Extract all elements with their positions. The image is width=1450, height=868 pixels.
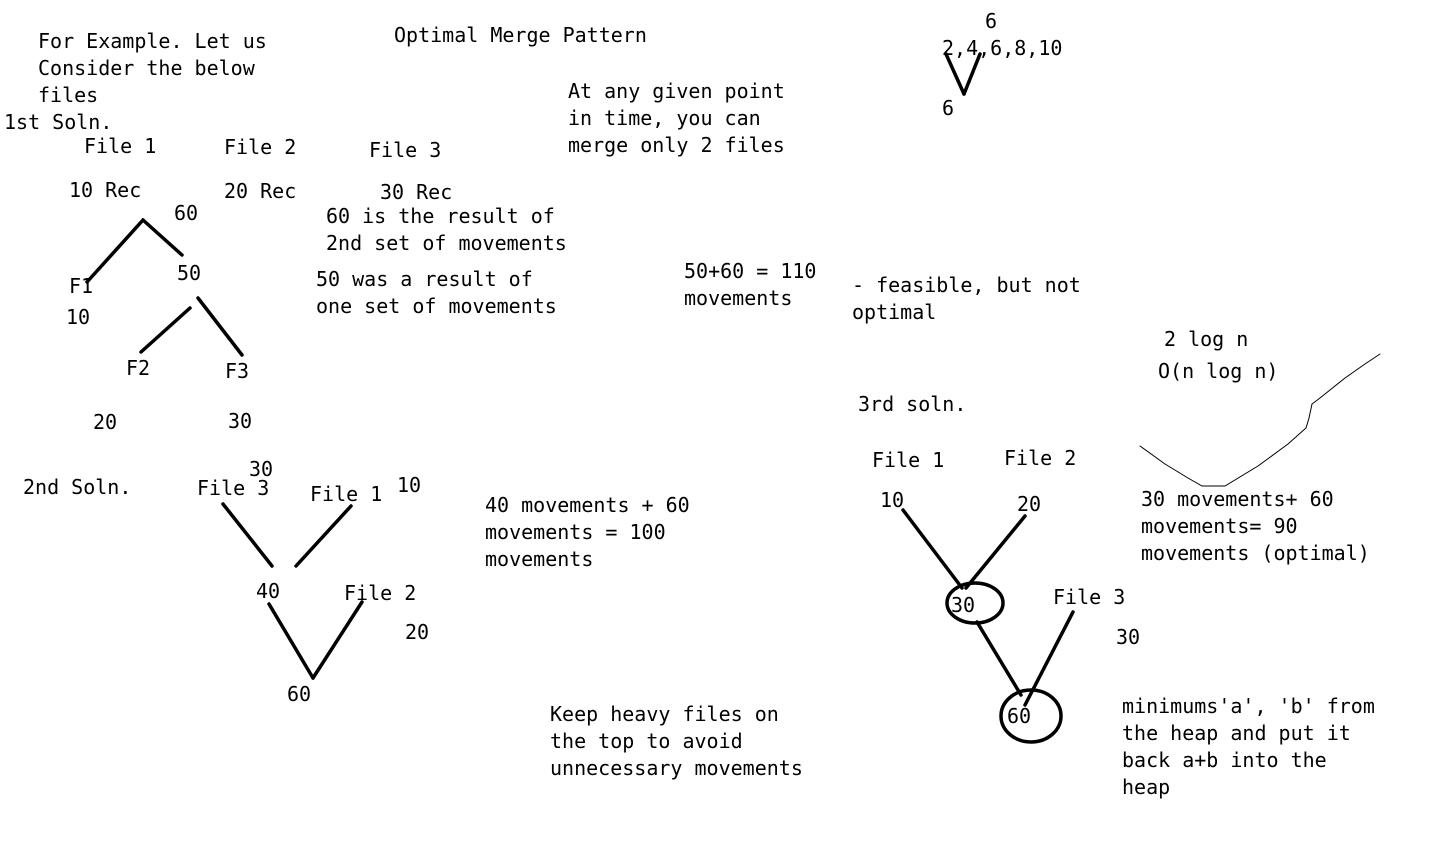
sol2-file1-value: 10: [397, 473, 422, 497]
sol3-edge-10-30: [901, 508, 964, 590]
sol3-node-60-circle: [999, 688, 1063, 744]
sol2-file3: File 3: [197, 476, 270, 500]
sol2-root: 60: [287, 682, 312, 706]
sol3-node-30-circle: [945, 581, 1005, 625]
sol1-note50-line-1: 50 was a result of: [316, 267, 533, 291]
sol3-heap-note-line-1: minimums'a', 'b' from: [1122, 694, 1375, 718]
complexity-line-2: O(n log n): [1158, 359, 1279, 383]
sol2-edge-file1-40: [294, 504, 353, 568]
sol1-total-line-1: 50+60 = 110: [684, 259, 817, 283]
sol1-note60-line-2: 2nd set of movements: [326, 231, 567, 255]
tip-line-2: the top to avoid: [550, 729, 743, 753]
intro-line-3: files: [38, 83, 99, 107]
sol1-f2: F2: [126, 356, 151, 380]
sol1-f1: F1: [69, 274, 94, 298]
sol1-edge-root-50: [141, 218, 184, 257]
sol3-mid: 30: [951, 593, 976, 617]
sol2-total-line-2: movements = 100: [485, 520, 666, 544]
sol2-edge-file2-60: [311, 600, 364, 680]
sol3-total-line-2: movements= 90: [1141, 514, 1298, 538]
sol1-mid: 50: [177, 261, 202, 285]
sol3-root: 60: [1007, 704, 1032, 728]
sol1-f3-value: 30: [228, 409, 253, 433]
sol2-mid: 40: [256, 579, 281, 603]
sol3-heap-note-line-2: the heap and put it: [1122, 721, 1351, 745]
sol1-rec2: 20 Rec: [224, 179, 297, 203]
sol2-file3-value: 30: [249, 457, 274, 481]
sol2-total-line-3: movements: [485, 547, 594, 571]
sol1-root: 60: [174, 201, 199, 225]
sol3-file1: File 1: [872, 448, 945, 472]
sol3-file2-value: 20: [1017, 492, 1042, 516]
tip-line-3: unnecessary movements: [550, 756, 803, 780]
sol3-file3-value: 30: [1116, 625, 1141, 649]
top-right-v-left: [944, 52, 966, 96]
sol1-label: 1st Soln.: [4, 110, 113, 134]
sol1-note50-line-2: one set of movements: [316, 294, 557, 318]
merge-note-line-3: merge only 2 files: [568, 133, 785, 157]
tip-line-1: Keep heavy files on: [550, 702, 779, 726]
top-right-sequence: 2,4,6,8,10: [942, 36, 1063, 60]
sol1-verdict-line-1: - feasible, but not: [852, 273, 1081, 297]
sol1-f1-value: 10: [66, 305, 91, 329]
sol1-file2: File 2: [224, 135, 297, 159]
sol2-edge-file3-40: [221, 502, 274, 568]
sol2-edge-40-60: [267, 602, 315, 680]
top-right-bottom: 6: [942, 96, 955, 120]
sol3-file1-value: 10: [880, 488, 905, 512]
page-title: Optimal Merge Pattern: [394, 23, 647, 47]
top-right-top: 6: [985, 9, 998, 33]
sol2-label: 2nd Soln.: [23, 475, 132, 499]
sol1-f2-value: 20: [93, 410, 118, 434]
merge-note-line-2: in time, you can: [568, 106, 761, 130]
sol1-edge-50-f3: [196, 296, 244, 357]
sol2-total-line-1: 40 movements + 60: [485, 493, 690, 517]
merge-note-line-1: At any given point: [568, 79, 785, 103]
intro-line-1: For Example. Let us: [38, 29, 267, 53]
sol1-note60-line-1: 60 is the result of: [326, 204, 555, 228]
sol1-total-line-2: movements: [684, 286, 793, 310]
sol3-edge-30-60: [975, 620, 1023, 697]
sol2-file2: File 2: [344, 581, 417, 605]
sol3-label: 3rd soln.: [858, 392, 967, 416]
sol3-edge-20-30: [964, 514, 1027, 590]
sol1-edge-50-f2: [139, 306, 192, 354]
sol3-total-line-3: movements (optimal): [1141, 541, 1370, 565]
sol3-heap-note-line-4: heap: [1122, 775, 1171, 799]
sol1-rec3: 30 Rec: [380, 180, 453, 204]
complexity-line-1: 2 log n: [1164, 327, 1249, 351]
sol1-rec1: 10 Rec: [69, 178, 142, 202]
sol3-file3: File 3: [1053, 585, 1126, 609]
sol2-file1: File 1: [310, 482, 383, 506]
sol3-total-line-1: 30 movements+ 60: [1141, 487, 1334, 511]
sol3-file2: File 2: [1004, 446, 1077, 470]
sol1-file3: File 3: [369, 138, 442, 162]
sol1-verdict-line-2: optimal: [852, 300, 937, 324]
sol1-file1: File 1: [84, 134, 157, 158]
top-right-v-right: [962, 52, 982, 96]
sol1-edge-root-f1: [85, 218, 145, 284]
intro-line-2: Consider the below: [38, 56, 255, 80]
scribble-curve: [1139, 353, 1381, 487]
sol3-heap-note-line-3: back a+b into the: [1122, 748, 1327, 772]
sol2-file2-value: 20: [405, 620, 430, 644]
sol1-f3: F3: [225, 359, 250, 383]
